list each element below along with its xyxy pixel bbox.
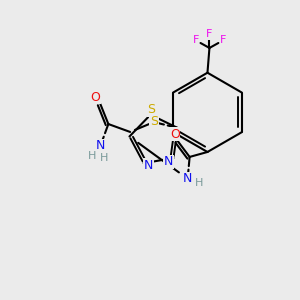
Text: H: H	[100, 153, 109, 163]
Text: S: S	[150, 115, 158, 128]
Text: F: F	[206, 29, 213, 39]
Text: F: F	[220, 35, 226, 45]
Text: N: N	[183, 172, 192, 185]
Text: O: O	[91, 91, 100, 104]
Text: N: N	[144, 159, 153, 172]
Text: H: H	[195, 178, 204, 188]
Text: S: S	[148, 103, 155, 116]
Text: O: O	[170, 128, 180, 141]
Text: H: H	[88, 151, 97, 161]
Text: N: N	[96, 139, 105, 152]
Text: F: F	[192, 35, 199, 45]
Text: N: N	[164, 155, 173, 168]
